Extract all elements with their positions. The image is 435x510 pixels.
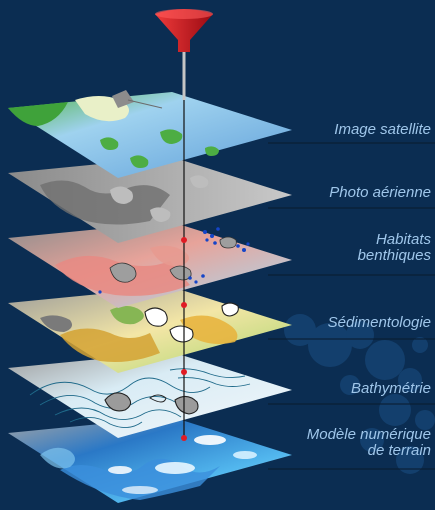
label-sediment: Sédimentologie <box>328 315 431 331</box>
background-bubbles <box>284 314 435 474</box>
label-habitats: Habitats benthiques <box>358 232 431 264</box>
label-terrain-line-1: Modèle numérique <box>306 426 431 443</box>
label-aerial: Photo aérienne <box>329 185 431 201</box>
layer-aerial <box>8 157 292 243</box>
label-bathymetry-line-1: Bathymétrie <box>350 380 431 397</box>
habitat-dots <box>98 227 250 294</box>
layer-sediment <box>8 287 292 373</box>
layer-bathymetry <box>8 352 292 438</box>
leader-lines <box>268 142 435 470</box>
label-sediment-line-1: Sédimentologie <box>327 314 431 331</box>
layer-satellite <box>8 90 292 178</box>
layer-habitats <box>8 222 292 308</box>
label-habitats-line-2: benthiques <box>357 247 431 264</box>
layer-terrain <box>8 417 292 503</box>
label-habitats-line-1: Habitats <box>375 231 431 248</box>
label-satellite-line-1: Image satellite <box>334 121 431 138</box>
pushpin-icon <box>155 9 213 441</box>
label-terrain: Modèle numérique de terrain <box>307 427 431 459</box>
label-satellite: Image satellite <box>334 122 431 138</box>
label-aerial-line-1: Photo aérienne <box>329 184 431 201</box>
label-bathymetry: Bathymétrie <box>351 381 431 397</box>
label-terrain-line-2: de terrain <box>367 442 431 459</box>
